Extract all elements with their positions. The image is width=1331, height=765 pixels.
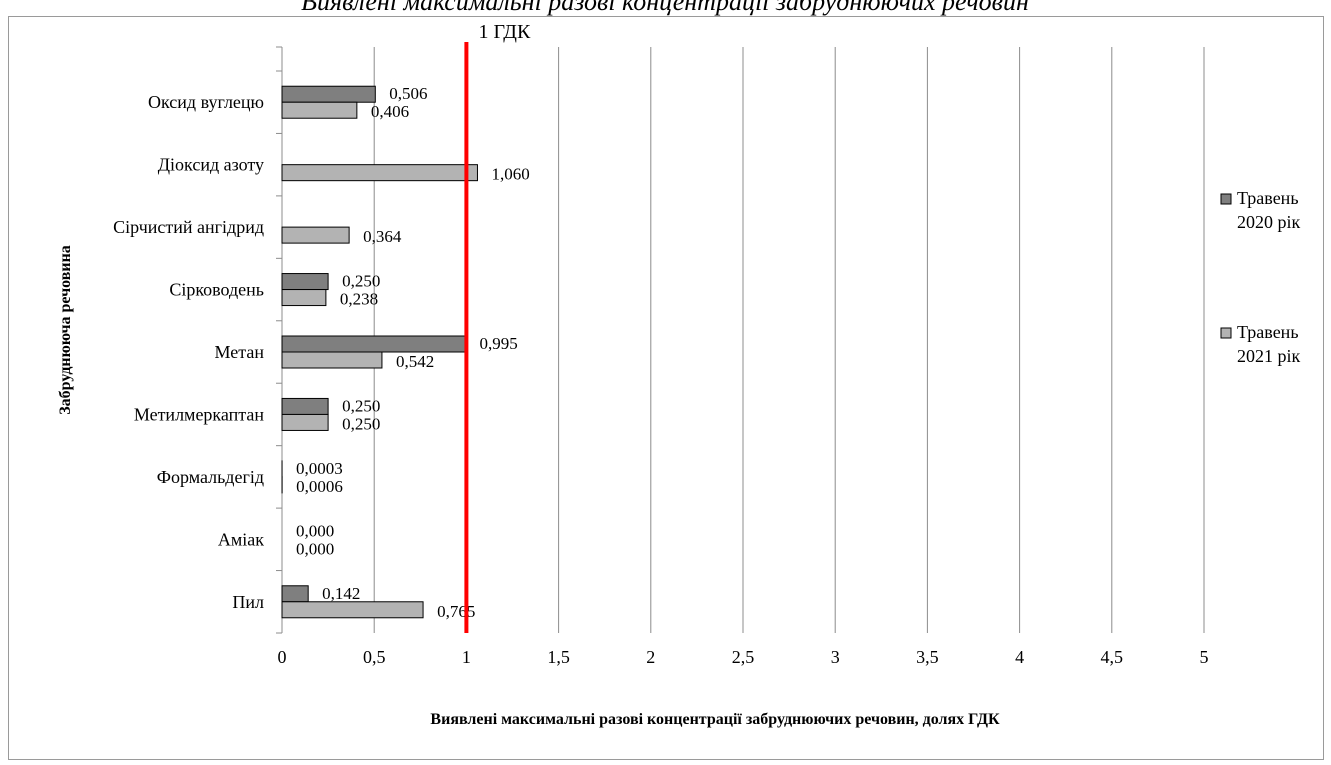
data-label: 0,142 <box>322 584 360 603</box>
data-label: 0,995 <box>479 334 517 353</box>
data-label: 0,000 <box>296 539 334 558</box>
data-label: 0,0003 <box>296 459 343 478</box>
chart-title-fragment: Виявлені максимальні разові концентрації… <box>301 0 1029 16</box>
bar <box>281 585 309 603</box>
data-label: 0,765 <box>437 602 475 621</box>
category-label: Метилмеркаптан <box>134 404 265 424</box>
x-tick-label: 1 <box>462 647 471 667</box>
bar <box>281 85 376 103</box>
data-label: 0,000 <box>296 521 334 540</box>
data-label: 0,250 <box>342 272 380 291</box>
category-label: Формальдегід <box>157 467 264 487</box>
data-label: 0,364 <box>363 227 402 246</box>
bar <box>281 226 350 244</box>
legend-swatch <box>1220 327 1232 339</box>
data-label: 0,250 <box>342 414 380 433</box>
bar <box>281 273 329 291</box>
legend-label: 2021 рік <box>1237 346 1301 366</box>
bar <box>281 289 327 307</box>
reference-line-label: 1 ГДК <box>479 21 531 43</box>
bar <box>281 164 478 182</box>
data-label: 0,250 <box>342 396 380 415</box>
category-label: Аміак <box>218 529 264 549</box>
bar <box>281 413 329 431</box>
x-tick-label: 2 <box>646 647 655 667</box>
bar <box>281 101 358 119</box>
category-label: Оксид вуглецю <box>148 92 264 112</box>
legend-swatch <box>1220 193 1232 205</box>
legend-label: Травень <box>1237 322 1299 342</box>
bar <box>281 601 424 619</box>
chart-area <box>8 16 1324 760</box>
bar <box>281 335 466 353</box>
data-label: 0,238 <box>340 290 378 309</box>
data-label: 0,0006 <box>296 477 343 496</box>
x-tick-label: 4 <box>1015 647 1024 667</box>
data-label: 0,506 <box>389 84 427 103</box>
x-tick-label: 0 <box>278 647 287 667</box>
y-axis-title: Забруднююча речовина <box>57 245 74 415</box>
x-tick-label: 4,5 <box>1101 647 1124 667</box>
data-label: 0,542 <box>396 352 434 371</box>
category-label: Пил <box>232 592 264 612</box>
category-label: Діоксид азоту <box>158 155 264 175</box>
data-label: 1,060 <box>491 165 529 184</box>
legend-label: Травень <box>1237 188 1299 208</box>
x-tick-label: 3,5 <box>916 647 939 667</box>
bar <box>281 351 383 369</box>
category-label: Метан <box>215 342 265 362</box>
x-tick-label: 1,5 <box>547 647 570 667</box>
x-tick-label: 5 <box>1200 647 1209 667</box>
x-tick-label: 2,5 <box>732 647 755 667</box>
category-label: Сірчистий ангідрид <box>113 217 264 237</box>
legend-label: 2020 рік <box>1237 212 1301 232</box>
data-label: 0,406 <box>371 102 409 121</box>
x-tick-label: 3 <box>831 647 840 667</box>
chart-title-strip: Виявлені максимальні разові концентрації… <box>0 0 1331 22</box>
x-tick-label: 0,5 <box>363 647 386 667</box>
category-label: Сірководень <box>169 280 264 300</box>
bar <box>281 397 329 415</box>
x-axis-title: Виявлені максимальні разові концентрації… <box>430 711 1000 728</box>
